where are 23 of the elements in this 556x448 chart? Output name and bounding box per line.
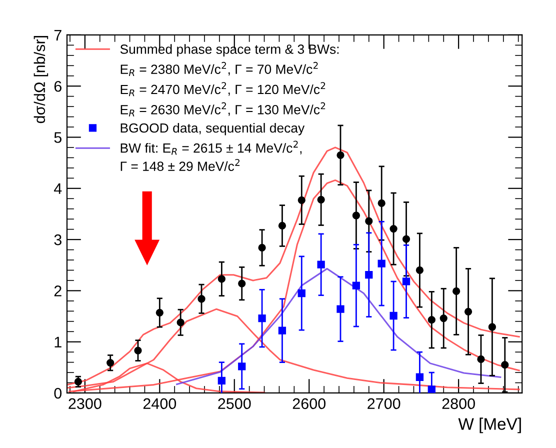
y-tick-label: 6 (54, 80, 62, 92)
x-tick-label: 2600 (292, 398, 326, 410)
legend-label: BGOOD data, sequential decay (120, 122, 305, 136)
y-tick-label: 0 (54, 388, 62, 399)
legend-label: BW fit: E$_{R}$ = 2615 ± 14 MeV/c$^{2}$, (120, 140, 302, 155)
legend-label: Summed phase space term & 3 BWs: (120, 44, 339, 56)
y-tick-label: 7 (54, 30, 62, 40)
x-tick-label: 2400 (143, 398, 176, 410)
y-tick-label: 3 (54, 234, 62, 246)
annotation: E$_{R}$ = 2380 MeV/c$^{2}$, Γ = 70 MeV/c$^{2}$ (120, 62, 318, 76)
x-tick-label: 2300 (68, 398, 102, 410)
y-tick-label: 4 (54, 183, 62, 194)
annotation: E$_{R}$ = 2470 MeV/c$^{2}$, Γ = 120 MeV/c$^{2}$ (120, 82, 326, 96)
x-axis-title: W [MeV] (458, 418, 521, 434)
x-tick-label: 2500 (218, 398, 251, 410)
y-tick-label: 2 (54, 286, 62, 296)
annotation: E$_{R}$ = 2630 MeV/c$^{2}$, Γ = 130 MeV/c$^{2}$ (120, 102, 326, 116)
x-tick-label: 2700 (368, 398, 400, 410)
x-tick-label: 2800 (442, 398, 475, 410)
y-axis-title: dσ/dΩ [nb/sr] (34, 36, 48, 124)
y-tick-label: 1 (54, 336, 62, 348)
y-tick-label: 5 (54, 132, 62, 143)
annotation: Γ = 148 ± 29 MeV/c$^{2}$ (120, 158, 240, 171)
